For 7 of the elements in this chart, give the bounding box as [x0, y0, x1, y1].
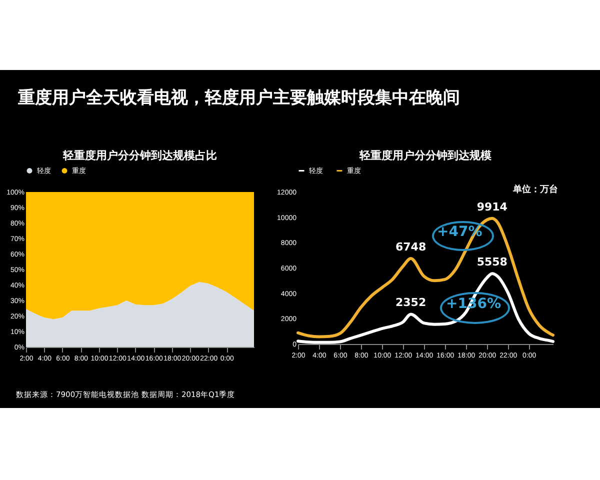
data-label: 6748 [395, 240, 426, 254]
annotation: 单位：万台 [513, 183, 558, 196]
data-label: 2352 [395, 296, 426, 310]
text: 重度用户全天收看电视，轻度用户主要触媒时段集中在晚间 [18, 87, 460, 109]
data-label: 5558 [476, 256, 508, 269]
line-series [296, 216, 554, 338]
data-label: 9914 [476, 200, 508, 214]
